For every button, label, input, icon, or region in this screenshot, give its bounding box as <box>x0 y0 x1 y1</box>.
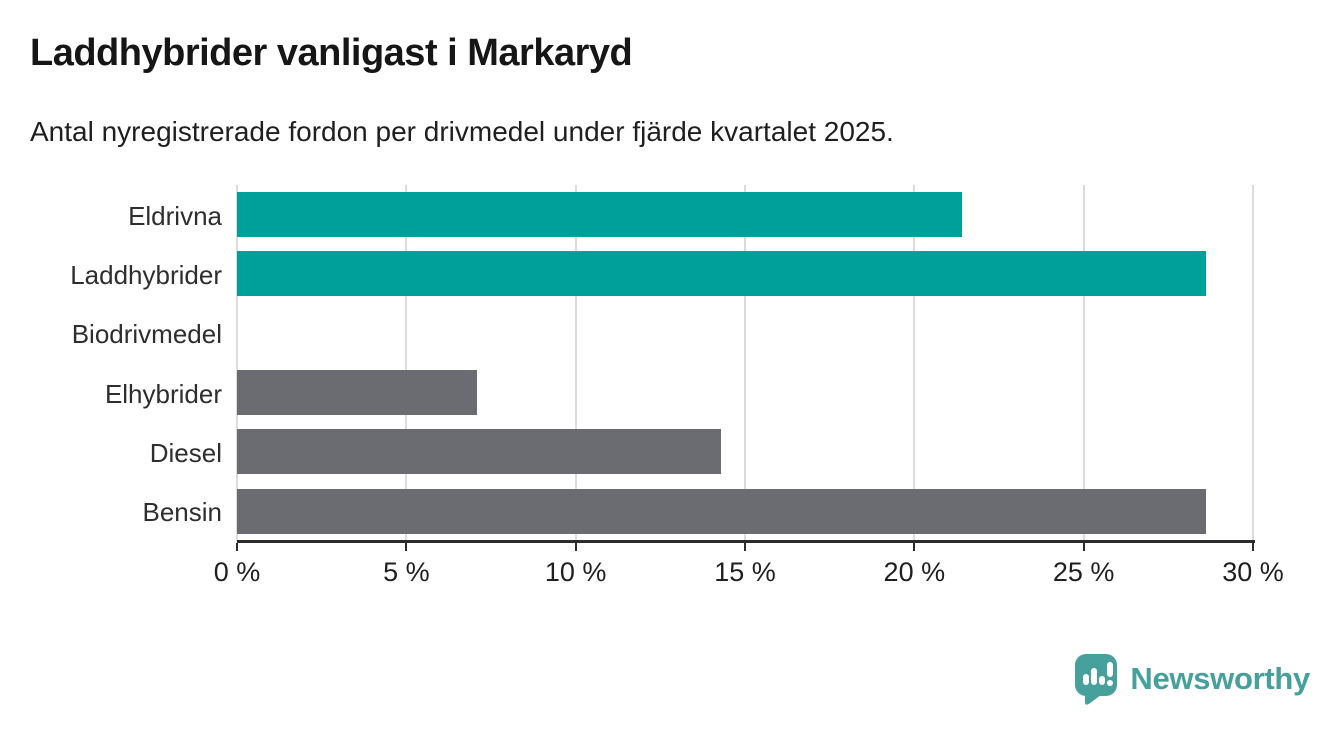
bar-row: Eldrivna <box>0 185 1253 244</box>
x-tick-label: 0 % <box>213 557 261 587</box>
x-tick-label: 15 % <box>714 557 776 587</box>
bar-row: Elhybrider <box>0 363 1253 422</box>
bar-diesel <box>237 429 722 475</box>
gridline <box>236 185 238 541</box>
bar-row: Diesel <box>0 422 1253 481</box>
x-tick-label: 5 % <box>383 557 430 587</box>
x-tick-label: 25 % <box>1052 557 1115 587</box>
x-tick-label: 30 % <box>1222 557 1284 587</box>
bar-laddhybrider <box>237 251 1206 297</box>
bar-row: Bensin <box>0 482 1253 541</box>
x-axis-tick <box>744 543 746 551</box>
newsworthy-logo: Newsworthy <box>1074 653 1310 705</box>
x-axis-tick <box>405 543 408 551</box>
newsworthy-logo-icon <box>1074 653 1120 705</box>
x-axis-line <box>237 540 1255 543</box>
gridline <box>405 185 408 541</box>
x-axis-tick <box>913 543 916 551</box>
gridline <box>744 185 746 541</box>
category-label: Eldrivna <box>128 200 222 231</box>
bar-row: Laddhybrider <box>0 244 1253 303</box>
chart-subtitle: Antal nyregistrerade fordon per drivmede… <box>30 116 894 147</box>
page-title: Laddhybrider vanligast i Markaryd <box>30 32 633 74</box>
gridline <box>1082 185 1085 541</box>
x-tick-label: 10 % <box>544 557 607 587</box>
x-axis-tick <box>1082 543 1085 551</box>
bar-bensin <box>237 488 1206 534</box>
x-axis-tick <box>574 543 577 551</box>
gridline <box>574 185 577 541</box>
bar-row: Biodrivmedel <box>0 304 1253 363</box>
newsworthy-logo-text: Newsworthy <box>1130 661 1310 696</box>
x-tick-label: 20 % <box>883 557 946 587</box>
category-label: Biodrivmedel <box>71 319 222 350</box>
category-label: Elhybrider <box>104 378 222 409</box>
category-label: Diesel <box>149 437 222 468</box>
category-label: Bensin <box>142 497 223 528</box>
bar-elhybrider <box>237 370 478 416</box>
gridline <box>1252 185 1254 541</box>
category-label: Laddhybrider <box>70 259 222 290</box>
gridline <box>913 185 916 541</box>
x-axis-tick <box>236 543 238 551</box>
x-axis-tick <box>1252 543 1254 551</box>
bar-eldrivna <box>237 192 962 238</box>
